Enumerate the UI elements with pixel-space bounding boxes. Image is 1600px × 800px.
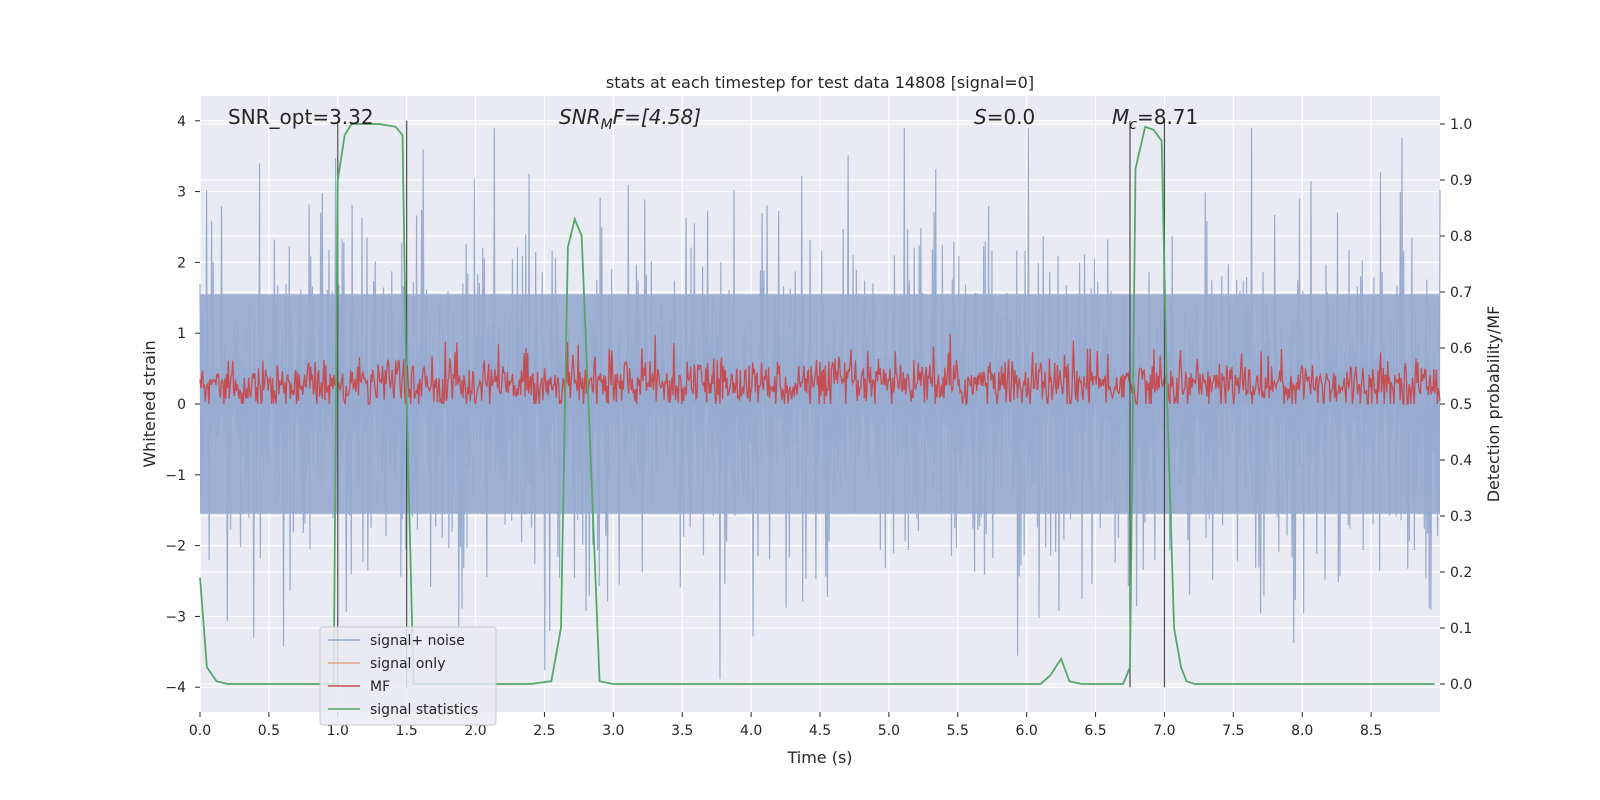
annotation-snr-mf-main: SNR — [559, 105, 601, 129]
y-tick-label: 4 — [177, 114, 186, 130]
x-tick-label: 7.0 — [1153, 723, 1175, 739]
legend-box — [319, 626, 497, 726]
annotation-mc-main: M — [1112, 105, 1129, 129]
x-tick-label: 1.0 — [327, 723, 349, 739]
legend: signal+ noise signal only MF signal stat… — [319, 626, 497, 726]
annotation-snr-mf-sub: M — [601, 117, 613, 133]
legend-label-stats: signal statistics — [370, 702, 478, 718]
x-tick-label: 4.0 — [740, 723, 762, 739]
y-tick-label: 0 — [177, 397, 186, 413]
x-tick-label: 2.0 — [464, 723, 486, 739]
y-tick-label: 1 — [177, 326, 186, 342]
y-tick-label: −2 — [165, 539, 186, 555]
y-axis-label-right: Detection probability/MF — [1484, 306, 1503, 503]
x-tick-label: 0.5 — [258, 723, 280, 739]
annotation-snr-mf: SNRMF=[4.58] — [559, 105, 701, 133]
y-right-tick-label: 1.0 — [1450, 117, 1472, 133]
y-right-tick-label: 0.0 — [1450, 677, 1472, 693]
x-tick-label: 3.5 — [671, 723, 693, 739]
x-ticks: 0.0 0.5 1.0 1.5 2.0 2.5 3.0 3.5 4.0 4.5 5.0 5.5 6.0 6… — [189, 712, 1382, 739]
y-tick-label: 3 — [177, 185, 186, 201]
annotation-s: S=0.0 — [974, 105, 1035, 129]
y-right-tick-label: 0.3 — [1450, 509, 1472, 525]
y-tick-label: 2 — [177, 255, 186, 271]
y-right-tick-label: 0.1 — [1450, 621, 1472, 637]
x-tick-label: 8.5 — [1360, 723, 1382, 739]
legend-label-mf: MF — [370, 679, 390, 695]
y-right-tick-label: 0.9 — [1450, 173, 1472, 189]
signal-statistics-line — [199, 123, 1435, 685]
x-tick-label: 8.0 — [1291, 723, 1313, 739]
x-axis-label: Time (s) — [786, 748, 852, 767]
annotation-s-tail: =0.0 — [987, 105, 1036, 129]
x-tick-label: 5.5 — [947, 723, 969, 739]
x-tick-label: 2.5 — [533, 723, 555, 739]
x-tick-label: 3.0 — [602, 723, 624, 739]
y-axis-label-left: Whitened strain — [140, 340, 159, 467]
legend-label-noise: signal+ noise — [370, 633, 465, 649]
y-tick-label: −3 — [165, 609, 186, 625]
legend-label-signal: signal only — [370, 656, 445, 672]
y-right-tick-label: 0.2 — [1450, 565, 1472, 581]
x-tick-label: 0.0 — [189, 723, 211, 739]
signal-statistics-series — [199, 123, 1435, 685]
x-tick-label: 5.0 — [878, 723, 900, 739]
annotation-mc: Mc=8.71 — [1112, 105, 1198, 133]
chart-title: stats at each timestep for test data 148… — [606, 73, 1034, 92]
y-right-tick-label: 0.7 — [1450, 285, 1472, 301]
y-right-tick-label: 0.4 — [1450, 453, 1472, 469]
annotation-snr-mf-tail: F=[4.58] — [613, 105, 701, 129]
x-tick-label: 1.5 — [396, 723, 418, 739]
y-tick-label: −1 — [165, 468, 186, 484]
x-tick-label: 6.0 — [1016, 723, 1038, 739]
y-right-tick-label: 0.6 — [1450, 341, 1472, 357]
annotation-mc-tail: =8.71 — [1137, 105, 1198, 129]
annotation-s-label: S — [974, 105, 987, 129]
y-right-tick-label: 0.8 — [1450, 229, 1472, 245]
y-tick-label: −4 — [165, 680, 186, 696]
x-tick-label: 4.5 — [809, 723, 831, 739]
x-tick-label: 7.5 — [1222, 723, 1244, 739]
x-tick-label: 6.5 — [1084, 723, 1106, 739]
y-ticks-right: 1.0 0.9 0.8 0.7 0.6 0.5 0.4 0.3 0.2 0.1 0.0 — [1440, 117, 1472, 693]
y-ticks-left: 4 3 2 1 0 −1 −2 −3 −4 — [165, 114, 200, 696]
annotation-snr-opt: SNR_opt=3.32 — [228, 105, 374, 129]
noise-core-band — [200, 294, 1440, 514]
y-right-tick-label: 0.5 — [1450, 397, 1472, 413]
annotation-mc-sub: c — [1129, 117, 1137, 133]
